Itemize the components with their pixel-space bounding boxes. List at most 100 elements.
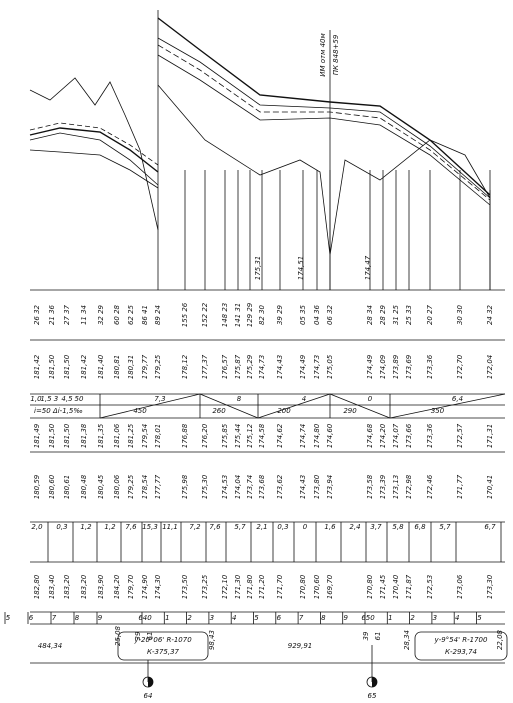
- row-value: 28 34: [366, 305, 374, 325]
- row-value: 174,49: [299, 354, 307, 379]
- point-number: 64: [144, 692, 153, 700]
- curve-mark: 22,08: [496, 629, 504, 650]
- row-value: 180,60: [48, 474, 56, 499]
- row-value: 11 34: [80, 305, 88, 325]
- row-value: 180,06: [113, 474, 121, 499]
- row-value: 174,68: [366, 423, 374, 448]
- row-value: 173,13: [392, 475, 400, 500]
- row-value: 26 32: [33, 304, 41, 325]
- picket-label: 1: [165, 614, 169, 622]
- row-value: 176,88: [181, 423, 189, 448]
- cut-value: 2,0: [31, 523, 43, 531]
- slope-line: [257, 393, 331, 419]
- row-value: 155 26: [181, 302, 189, 327]
- picket-label: 9: [343, 614, 348, 622]
- benchmark-label: ИМ отм 40м: [319, 33, 327, 77]
- row-value: 178,01: [154, 424, 162, 449]
- row-value: 173,58: [366, 474, 374, 499]
- row-value: 181,50: [63, 354, 71, 379]
- curve-mark: 61: [146, 632, 154, 641]
- row-value: 25 33: [405, 305, 413, 325]
- design-line: [29, 132, 159, 186]
- row-value: 181,50: [48, 354, 56, 379]
- cut-value: 0,3: [56, 523, 67, 531]
- picket-label: 4: [232, 614, 236, 622]
- slope-length: 260: [212, 407, 226, 415]
- row-value: 175,44: [234, 424, 242, 449]
- picket-label: 5: [477, 614, 482, 622]
- slope-length: 290: [343, 407, 357, 415]
- row-value: 181,40: [97, 354, 105, 379]
- design-line: [29, 149, 159, 189]
- slope-grade: 7,3: [154, 395, 165, 403]
- row-value: 06 32: [326, 304, 334, 325]
- row-value: 173,74: [246, 475, 254, 500]
- row-value: 27 37: [63, 304, 71, 325]
- row-value: 170,80: [366, 574, 374, 599]
- row-value: 129 29: [246, 302, 254, 327]
- row-value: 152 22: [201, 302, 209, 327]
- row-value: 172,70: [456, 354, 464, 379]
- cut-value: 7,6: [209, 523, 221, 531]
- curve-length: К-293,74: [445, 648, 477, 656]
- row-value: 174,73: [258, 355, 266, 380]
- curve-box: [414, 631, 508, 661]
- row-value: 175,29: [246, 354, 254, 379]
- row-value: 180,48: [80, 474, 88, 499]
- slope-value: 4,5: [61, 395, 73, 403]
- row-value: 179,54: [141, 424, 149, 449]
- row-value: 181,38: [80, 423, 88, 448]
- row-value: 174,90: [141, 574, 149, 599]
- row-value: 178,12: [181, 354, 189, 379]
- slope-grade: 6,4: [452, 395, 463, 403]
- row-value: 183,20: [63, 574, 71, 599]
- row-value: 60 28: [113, 304, 121, 325]
- cut-value: 6,7: [484, 523, 496, 531]
- picket-label: 2: [187, 614, 192, 622]
- row-value: 89 24: [154, 305, 162, 325]
- picket-label: 640: [138, 614, 152, 622]
- cut-value: 6,8: [414, 523, 426, 531]
- picket-label: 6: [29, 614, 34, 622]
- row-value: 175,30: [201, 474, 209, 499]
- elevation-label: 175,31: [254, 256, 262, 281]
- curve-mark: 61: [374, 632, 382, 641]
- row-value: 181,35: [97, 423, 105, 448]
- straight-length: 484,34: [38, 642, 63, 650]
- row-value: 31 25: [392, 304, 400, 325]
- slope-line: [389, 393, 506, 419]
- row-value: 183,20: [80, 574, 88, 599]
- row-value: 175,98: [181, 474, 189, 499]
- row-value: 174,43: [299, 475, 307, 500]
- row-value: 177,37: [201, 354, 209, 379]
- design-line: [29, 122, 159, 166]
- row-value: 174,80: [313, 423, 321, 448]
- row-value: 148 23: [221, 303, 229, 328]
- curve-length: К-375,37: [147, 648, 180, 656]
- row-value: 171,77: [456, 474, 464, 499]
- picket-label: 5: [6, 614, 11, 622]
- row-value: 183,40: [48, 574, 56, 599]
- row-value: 173,39: [379, 474, 387, 499]
- point-marker: [148, 677, 153, 687]
- row-value: 173,30: [486, 574, 494, 599]
- row-value: 180,45: [97, 474, 105, 499]
- slope-length: 450: [133, 407, 147, 415]
- row-value: 180,61: [63, 475, 71, 500]
- row-value: 173,80: [313, 474, 321, 499]
- row-value: 172,98: [405, 474, 413, 499]
- row-value: 169,70: [326, 574, 334, 599]
- slope-value: 1,5: [40, 395, 52, 403]
- row-value: 170,80: [299, 574, 307, 599]
- row-value: 174,07: [392, 423, 400, 448]
- picket-label: 650: [361, 614, 375, 622]
- row-value: 180,59: [33, 474, 41, 499]
- row-value: 174,43: [276, 355, 284, 380]
- row-value: 173,69: [405, 354, 413, 379]
- row-value: 184,20: [113, 574, 121, 599]
- cut-value: 5,8: [392, 523, 404, 531]
- design-line: [29, 127, 159, 173]
- curve-mark: 39: [134, 631, 142, 640]
- row-value: 173,89: [392, 354, 400, 379]
- row-value: 183,90: [97, 574, 105, 599]
